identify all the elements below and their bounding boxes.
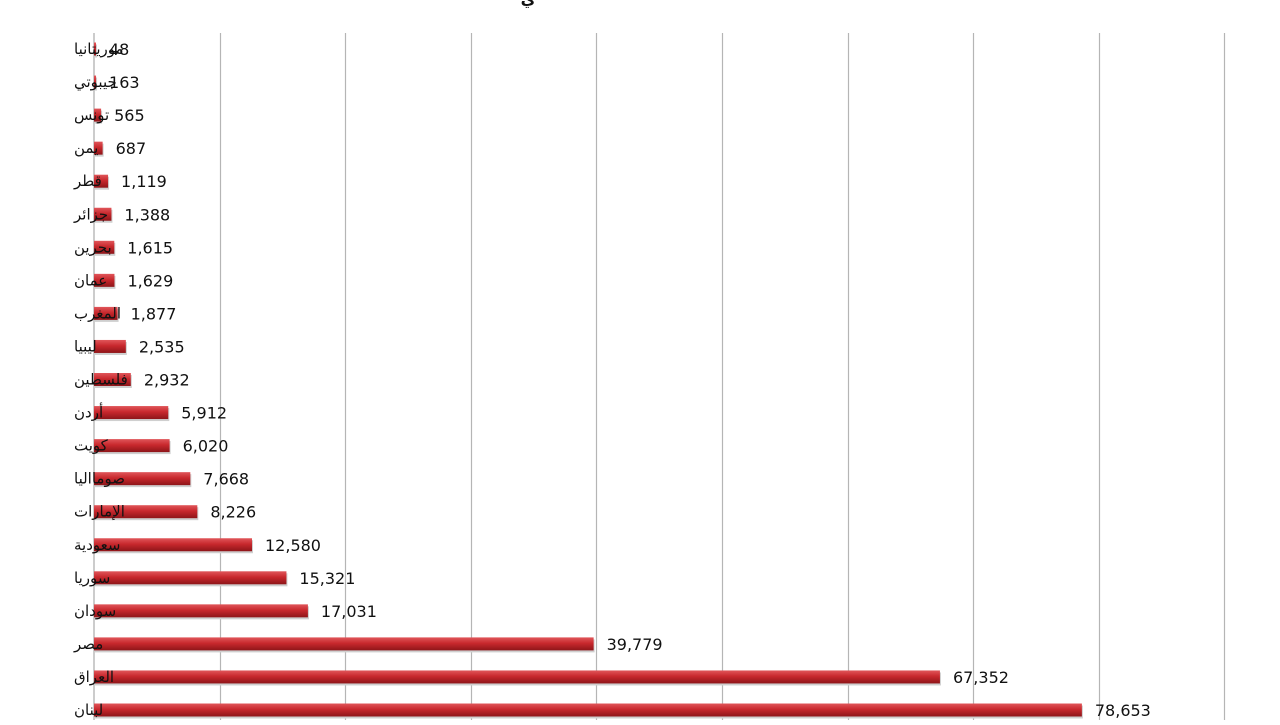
- data-label: 67,352: [953, 668, 1009, 687]
- category-label: لبنان: [74, 701, 103, 719]
- bar: [94, 207, 112, 221]
- category-label: الإمارات: [74, 503, 125, 521]
- bar: [94, 571, 287, 585]
- bar: [94, 273, 115, 287]
- bars: [94, 42, 1083, 719]
- category-label: تونس: [74, 106, 109, 124]
- category-label: يمن: [74, 139, 98, 157]
- gridlines: [93, 33, 1226, 720]
- data-labels: 48 163 565 687 1,119 1,388 1,615 1,629 1,877 2,53…: [109, 40, 1151, 720]
- data-label: 8,226: [210, 503, 256, 522]
- category-label: صومااليا: [74, 470, 125, 488]
- bar: [94, 703, 1082, 717]
- data-label: 1,629: [127, 271, 173, 290]
- data-label: 12,580: [265, 536, 321, 555]
- data-label: 1,388: [124, 205, 170, 224]
- category-label: جزائر: [73, 205, 108, 223]
- data-label: 687: [116, 139, 147, 158]
- bar: [94, 637, 594, 651]
- bar: [94, 406, 169, 420]
- bar: [94, 108, 102, 122]
- category-label: أردن: [74, 403, 103, 422]
- category-label: ليبيا: [74, 337, 97, 355]
- data-label: 7,668: [203, 470, 249, 489]
- data-label: 15,321: [299, 569, 355, 588]
- bar: [94, 670, 940, 684]
- category-label: عمان: [74, 271, 107, 289]
- data-label: 5,912: [181, 404, 227, 423]
- data-label: 1,119: [121, 172, 167, 191]
- bar: [94, 439, 170, 453]
- bar: [94, 240, 115, 254]
- bar: [94, 75, 97, 89]
- data-label: 48: [109, 40, 129, 59]
- category-label: مصر: [73, 635, 103, 653]
- category-label: العراق: [74, 668, 114, 686]
- bar: [94, 373, 131, 386]
- data-label: 163: [109, 73, 140, 92]
- data-label: 2,932: [144, 371, 190, 390]
- category-label: سودان: [74, 602, 116, 620]
- data-label: 17,031: [321, 602, 377, 621]
- bar: [94, 339, 126, 353]
- category-label: قطر: [73, 172, 102, 190]
- data-label: 1,877: [131, 304, 177, 323]
- category-labels: موريتانيا جيبوتي تونس يمن قطر جزائر بحرين عمان ا…: [73, 40, 128, 719]
- data-label: 2,535: [139, 337, 185, 356]
- category-label: فلسطين: [74, 371, 128, 389]
- category-label: جيبوتي: [74, 73, 117, 92]
- category-label: سعودية: [74, 536, 120, 554]
- bar: [94, 306, 118, 320]
- data-label: 565: [114, 106, 145, 125]
- category-label: موريتانيا: [74, 40, 124, 58]
- bar: [94, 141, 103, 155]
- bar: [94, 538, 253, 552]
- chart-title: ي: [521, 0, 536, 9]
- data-label: 1,615: [127, 238, 173, 257]
- category-label: المغرب: [74, 304, 121, 322]
- data-label: 78,653: [1095, 701, 1151, 720]
- bar: [94, 174, 109, 188]
- bar: [94, 505, 198, 519]
- data-label: 6,020: [183, 437, 229, 456]
- bar: [94, 42, 96, 56]
- bar: [94, 604, 308, 618]
- category-label: كويت: [74, 437, 109, 455]
- data-label: 39,779: [607, 635, 663, 654]
- category-label: سوريا: [74, 569, 110, 587]
- category-label: بحرين: [74, 238, 112, 256]
- bar: [94, 472, 191, 486]
